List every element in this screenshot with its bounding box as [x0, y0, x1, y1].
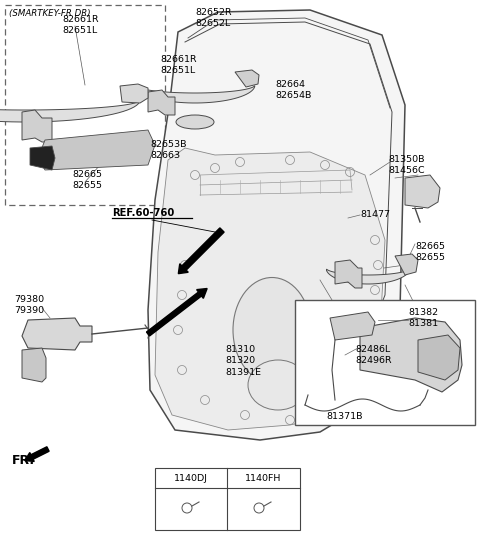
Text: 82665
82655: 82665 82655	[415, 242, 445, 262]
Polygon shape	[0, 101, 140, 122]
Text: 82486L
82496R: 82486L 82496R	[355, 345, 392, 365]
Text: (SMARTKEY-FR DR): (SMARTKEY-FR DR)	[9, 9, 91, 18]
Polygon shape	[22, 110, 52, 142]
Text: 81371B: 81371B	[327, 412, 363, 421]
Polygon shape	[330, 312, 375, 340]
FancyArrow shape	[179, 228, 224, 274]
Polygon shape	[38, 130, 155, 170]
Polygon shape	[148, 90, 175, 115]
Text: 82652R
82652L: 82652R 82652L	[195, 8, 232, 28]
Text: 81382
81381: 81382 81381	[408, 308, 438, 328]
Text: 81391E: 81391E	[225, 368, 261, 377]
Text: 1140FH: 1140FH	[245, 474, 281, 483]
Text: 82661R
82651L: 82661R 82651L	[62, 15, 98, 35]
Bar	[295, 300, 475, 425]
Text: 82661R
82651L: 82661R 82651L	[160, 55, 197, 75]
Polygon shape	[22, 318, 92, 350]
Polygon shape	[135, 86, 255, 103]
Text: 81310
81320: 81310 81320	[225, 345, 255, 365]
FancyArrow shape	[146, 289, 207, 336]
Text: 81477: 81477	[360, 210, 390, 219]
Text: 82653B
82663: 82653B 82663	[150, 140, 187, 160]
Ellipse shape	[176, 115, 214, 129]
Bar	[155, 468, 300, 530]
Polygon shape	[155, 148, 385, 430]
Text: 82664
82654B: 82664 82654B	[275, 80, 312, 100]
Polygon shape	[120, 84, 148, 103]
FancyArrow shape	[25, 447, 49, 461]
Polygon shape	[360, 318, 462, 392]
Polygon shape	[326, 269, 409, 284]
Polygon shape	[405, 175, 440, 208]
Ellipse shape	[248, 360, 308, 410]
Polygon shape	[22, 348, 46, 382]
Text: REF.60-760: REF.60-760	[112, 208, 174, 218]
Polygon shape	[395, 254, 418, 275]
Polygon shape	[418, 335, 460, 380]
Polygon shape	[30, 146, 55, 170]
Polygon shape	[335, 260, 362, 288]
Bar	[5, 5, 165, 205]
Text: FR.: FR.	[12, 454, 35, 467]
Text: 82665
82655: 82665 82655	[72, 170, 102, 190]
Polygon shape	[148, 10, 405, 440]
Polygon shape	[235, 70, 259, 87]
Text: 79380
79390: 79380 79390	[14, 295, 44, 315]
Text: 1140DJ: 1140DJ	[174, 474, 208, 483]
Ellipse shape	[233, 277, 311, 383]
Text: 81350B
81456C: 81350B 81456C	[388, 155, 425, 175]
